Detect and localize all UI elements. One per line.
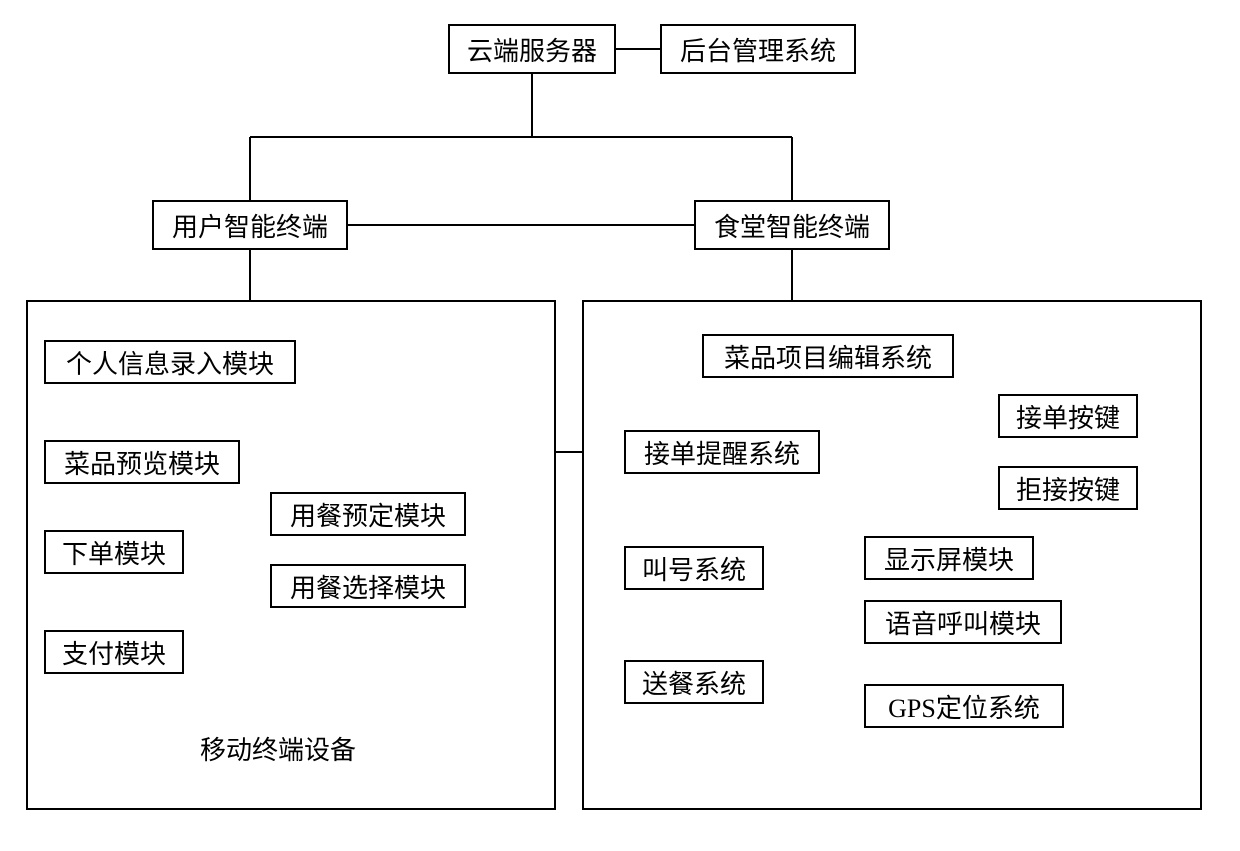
node-meal_reserve: 用餐预定模块	[270, 492, 466, 536]
node-order_module: 下单模块	[44, 530, 184, 574]
node-voice_call: 语音呼叫模块	[864, 600, 1062, 644]
node-dish_edit_sys: 菜品项目编辑系统	[702, 334, 954, 378]
node-call_system: 叫号系统	[624, 546, 764, 590]
node-accept_btn: 接单按键	[998, 394, 1138, 438]
node-backend_mgmt: 后台管理系统	[660, 24, 856, 74]
node-reject_btn: 拒接按键	[998, 466, 1138, 510]
node-gps_sys: GPS定位系统	[864, 684, 1064, 728]
node-cloud_server: 云端服务器	[448, 24, 616, 74]
node-meal_select: 用餐选择模块	[270, 564, 466, 608]
node-delivery_sys: 送餐系统	[624, 660, 764, 704]
node-canteen_terminal: 食堂智能终端	[694, 200, 890, 250]
node-pay_module: 支付模块	[44, 630, 184, 674]
node-dish_preview: 菜品预览模块	[44, 440, 240, 484]
node-personal_info: 个人信息录入模块	[44, 340, 296, 384]
node-order_remind_sys: 接单提醒系统	[624, 430, 820, 474]
node-display_module: 显示屏模块	[864, 536, 1034, 580]
node-mobile_label: 移动终端设备	[200, 730, 356, 767]
node-user_terminal: 用户智能终端	[152, 200, 348, 250]
